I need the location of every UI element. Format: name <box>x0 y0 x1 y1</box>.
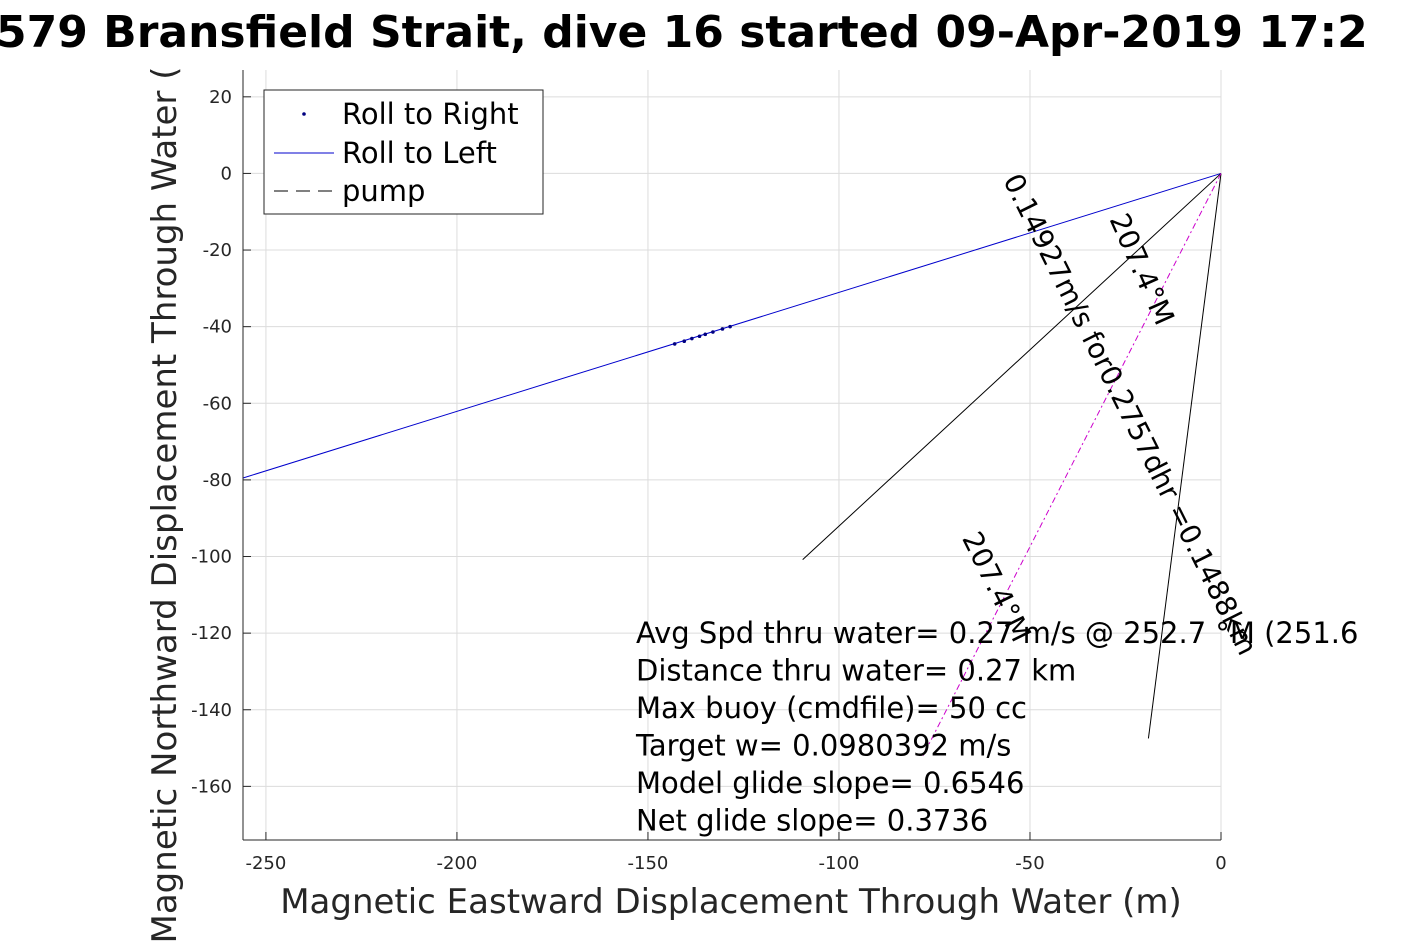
x-axis-label: Magnetic Eastward Displacement Through W… <box>280 882 1182 922</box>
x-tick-label: 0 <box>1215 853 1226 874</box>
y-axis-label: Magnetic Northward Displacement Through … <box>145 67 185 944</box>
legend: Roll to Right Roll to Left pump <box>263 89 544 215</box>
roll-right-point <box>703 332 708 337</box>
y-tick-label: -80 <box>203 470 232 491</box>
chart-title: 579 Bransfield Strait, dive 16 started 0… <box>0 7 1368 58</box>
series-line-roll-to-left <box>242 172 1222 479</box>
vector-label: 207.4°M <box>1103 208 1181 330</box>
roll-right-point <box>672 342 677 346</box>
annotation-line: Avg Spd thru water= 0.27 m/s @ 252.7 °M … <box>636 616 1358 650</box>
legend-box <box>263 89 544 215</box>
roll-right-point <box>690 336 694 341</box>
y-tick-label: -160 <box>191 776 232 797</box>
annotation-line: Model glide slope= 0.6546 <box>636 766 1024 800</box>
y-tick-label: 20 <box>209 87 232 108</box>
roll-right-point <box>728 324 732 329</box>
legend-label-pump: pump <box>342 174 425 208</box>
x-tick-label: -150 <box>628 853 669 874</box>
roll-right-point <box>682 339 687 344</box>
data-series <box>242 172 1222 756</box>
y-tick-label: 0 <box>221 163 232 184</box>
annotation-line: Max buoy (cmdfile)= 50 cc <box>636 691 1027 725</box>
annotation-line: Net glide slope= 0.3736 <box>636 804 988 838</box>
annotation-block: Avg Spd thru water= 0.27 m/s @ 252.7 °M … <box>635 616 1358 838</box>
vector-line-4 <box>922 173 1222 756</box>
x-tick-label: -100 <box>819 853 860 874</box>
legend-label-roll-right: Roll to Right <box>342 97 519 131</box>
x-tick-label: -250 <box>245 853 286 874</box>
y-tick-labels: 20 0 -20 -40 -60 -80 -100 -120 -140 -160 <box>191 87 251 797</box>
annotation-line: Distance thru water= 0.27 km <box>636 654 1076 688</box>
grid-lines <box>243 70 1222 840</box>
vector-line-3 <box>1147 173 1222 739</box>
y-tick-label: -40 <box>203 317 232 338</box>
legend-marker-roll-right <box>302 112 306 116</box>
annotation-line: Target w= 0.0980392 m/s <box>635 729 1011 763</box>
legend-label-roll-left: Roll to Left <box>342 136 497 170</box>
y-tick-label: -20 <box>203 240 232 261</box>
y-tick-label: -140 <box>191 700 232 721</box>
y-tick-label: -100 <box>191 547 232 568</box>
x-tick-label: -200 <box>437 853 478 874</box>
axes <box>242 70 1221 841</box>
vector-line-2 <box>802 173 1222 560</box>
roll-right-point <box>711 330 715 334</box>
vector-label-text: 207.4°M <box>1103 208 1181 330</box>
y-tick-label: -120 <box>191 623 232 644</box>
roll-right-point <box>697 334 702 339</box>
x-tick-labels: -250 -200 -150 -100 -50 0 <box>245 832 1227 874</box>
roll-right-point <box>720 327 725 331</box>
x-tick-label: -50 <box>1015 853 1044 874</box>
y-tick-label: -60 <box>203 393 232 414</box>
